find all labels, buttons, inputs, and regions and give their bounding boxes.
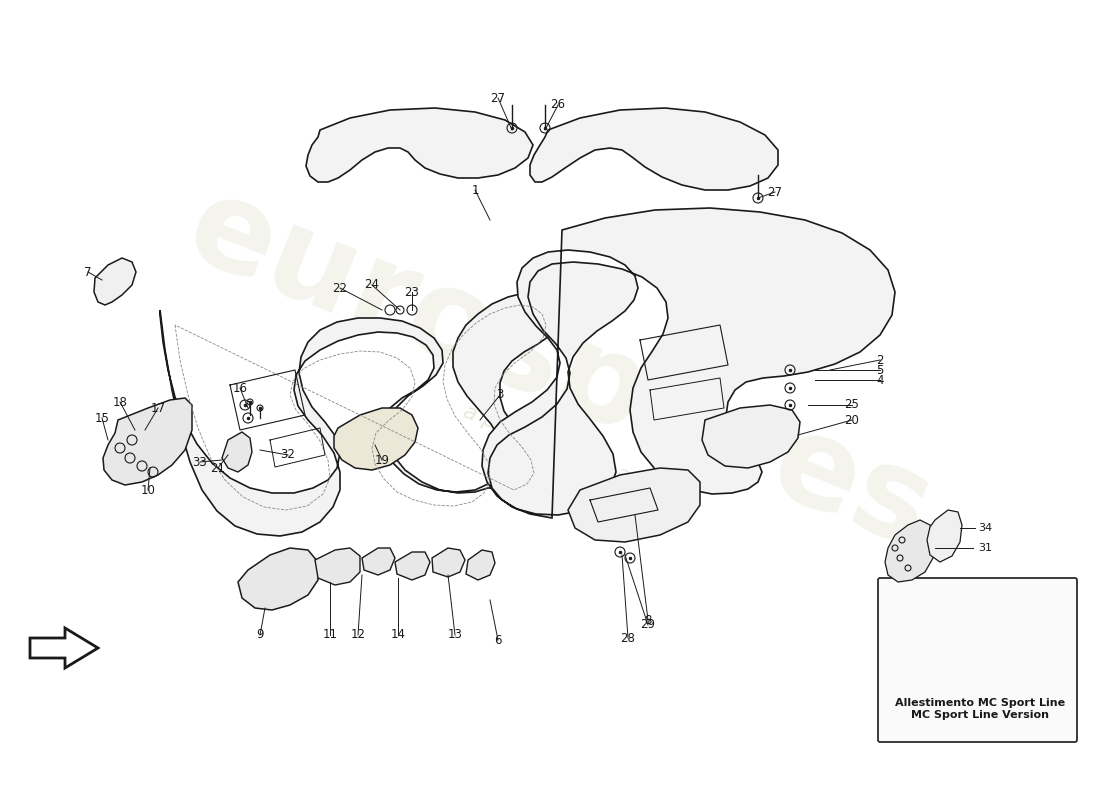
Polygon shape <box>395 552 430 580</box>
Text: 8: 8 <box>645 614 651 626</box>
Polygon shape <box>702 405 800 468</box>
Text: 31: 31 <box>978 543 992 553</box>
Text: Allestimento MC Sport Line
MC Sport Line Version: Allestimento MC Sport Line MC Sport Line… <box>895 698 1065 720</box>
Text: eurospares: eurospares <box>170 166 949 574</box>
Text: 24: 24 <box>364 278 380 291</box>
Polygon shape <box>315 548 360 585</box>
Polygon shape <box>103 398 192 485</box>
Text: since 1985: since 1985 <box>605 223 855 357</box>
Text: 5: 5 <box>877 363 883 377</box>
Text: 26: 26 <box>550 98 565 111</box>
Text: 7: 7 <box>85 266 91 278</box>
Text: a passion for parts: a passion for parts <box>460 402 660 498</box>
Text: 32: 32 <box>280 449 296 462</box>
Text: 4: 4 <box>877 374 883 386</box>
Text: 25: 25 <box>845 398 859 411</box>
Polygon shape <box>334 408 418 470</box>
Polygon shape <box>927 510 962 562</box>
Text: 27: 27 <box>491 91 506 105</box>
Polygon shape <box>568 468 700 542</box>
Text: 6: 6 <box>494 634 502 646</box>
Polygon shape <box>238 548 318 610</box>
Polygon shape <box>432 548 465 577</box>
Polygon shape <box>886 520 935 582</box>
Text: 29: 29 <box>640 618 656 631</box>
Polygon shape <box>530 108 778 190</box>
Text: 22: 22 <box>332 282 348 294</box>
Polygon shape <box>94 258 136 305</box>
Text: 27: 27 <box>768 186 782 198</box>
Text: 21: 21 <box>210 462 225 474</box>
Polygon shape <box>222 432 252 472</box>
Text: 1: 1 <box>471 183 478 197</box>
Polygon shape <box>160 292 565 536</box>
Text: 13: 13 <box>448 629 462 642</box>
Text: 11: 11 <box>322 629 338 642</box>
Text: 2: 2 <box>877 354 883 366</box>
Text: 34: 34 <box>978 523 992 533</box>
Text: 33: 33 <box>192 455 208 469</box>
Text: 14: 14 <box>390 629 406 642</box>
Text: 20: 20 <box>845 414 859 426</box>
Text: 16: 16 <box>232 382 248 394</box>
Polygon shape <box>362 548 395 575</box>
Polygon shape <box>482 208 895 518</box>
Text: 3: 3 <box>496 389 504 402</box>
Text: 18: 18 <box>112 395 128 409</box>
Text: 28: 28 <box>620 631 636 645</box>
Polygon shape <box>30 628 98 668</box>
Text: 19: 19 <box>374 454 389 466</box>
Text: 10: 10 <box>141 483 155 497</box>
FancyBboxPatch shape <box>878 578 1077 742</box>
Text: 15: 15 <box>95 411 109 425</box>
Polygon shape <box>306 108 534 182</box>
Polygon shape <box>466 550 495 580</box>
Text: 9: 9 <box>256 629 264 642</box>
Text: 12: 12 <box>351 629 365 642</box>
Text: 17: 17 <box>151 402 165 414</box>
Text: 23: 23 <box>405 286 419 298</box>
